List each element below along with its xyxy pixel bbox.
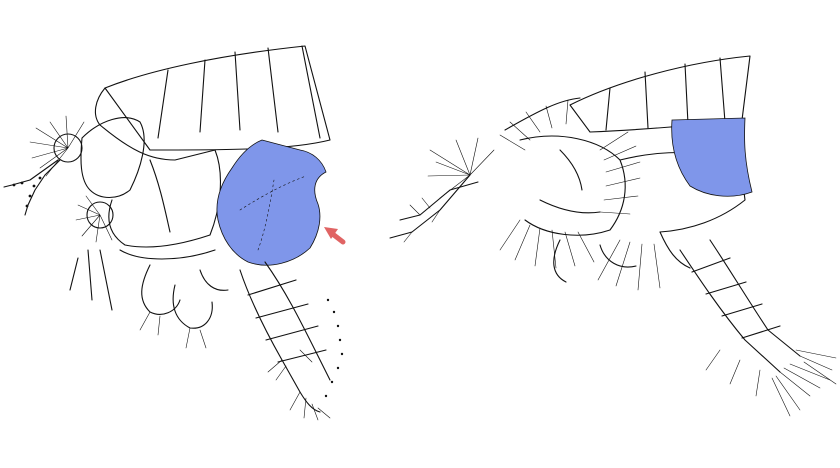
left-tail (239, 261, 344, 421)
right-highlight-region (671, 117, 753, 197)
right-tergites (569, 55, 751, 133)
right-legs (553, 231, 691, 283)
right-tail (679, 239, 837, 417)
left-head (3, 115, 145, 243)
pointer-arrow (324, 227, 346, 245)
left-eye (53, 133, 83, 163)
right-specimen (389, 55, 837, 417)
right-setae (499, 99, 661, 291)
right-antennae (389, 137, 495, 243)
left-specimen (3, 45, 346, 421)
left-tergites (94, 45, 331, 151)
left-legs (139, 264, 229, 349)
left-body (69, 124, 221, 311)
left-highlight-dotted-lines (239, 175, 307, 251)
left-highlight-region (216, 139, 327, 266)
